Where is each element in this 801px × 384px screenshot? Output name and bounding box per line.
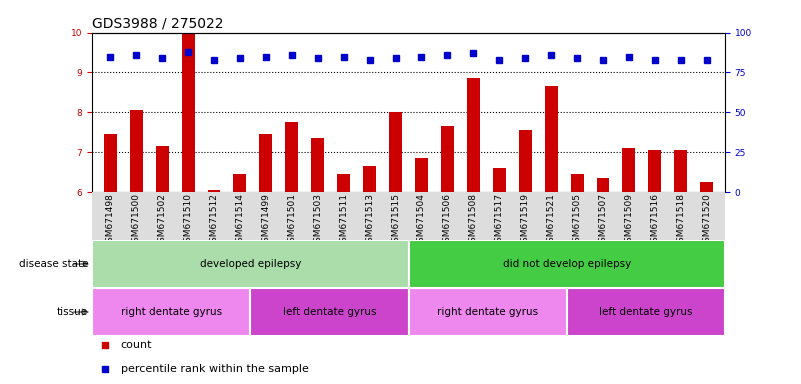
Bar	[545, 86, 557, 192]
Bar	[337, 174, 350, 192]
Text: GSM671503: GSM671503	[313, 194, 322, 248]
Text: GSM671514: GSM671514	[235, 194, 244, 248]
Bar	[92, 240, 409, 288]
Text: GSM671510: GSM671510	[183, 194, 192, 248]
Bar	[312, 138, 324, 192]
Text: GSM671521: GSM671521	[546, 194, 556, 248]
Bar	[250, 288, 409, 336]
Text: GSM671520: GSM671520	[702, 194, 711, 248]
Bar	[493, 168, 505, 192]
Bar	[182, 33, 195, 192]
Bar	[674, 150, 687, 192]
Text: GSM671502: GSM671502	[158, 194, 167, 248]
Text: GSM671519: GSM671519	[521, 194, 529, 248]
Text: GSM671516: GSM671516	[650, 194, 659, 248]
Bar	[648, 150, 662, 192]
Bar	[567, 288, 725, 336]
Text: GDS3988 / 275022: GDS3988 / 275022	[92, 16, 223, 30]
Text: GSM671498: GSM671498	[106, 194, 115, 248]
Text: GSM671505: GSM671505	[573, 194, 582, 248]
Text: tissue: tissue	[57, 307, 88, 317]
Bar	[409, 288, 567, 336]
Bar	[519, 130, 532, 192]
Text: GSM671504: GSM671504	[417, 194, 426, 248]
Bar	[155, 146, 169, 192]
Bar	[104, 134, 117, 192]
Bar	[409, 240, 725, 288]
Bar	[570, 174, 584, 192]
Bar	[130, 110, 143, 192]
Bar	[597, 178, 610, 192]
Text: GSM671499: GSM671499	[261, 194, 271, 248]
Text: left dentate gyrus: left dentate gyrus	[599, 307, 693, 317]
Bar	[415, 158, 428, 192]
Text: GSM671501: GSM671501	[288, 194, 296, 248]
Bar	[363, 166, 376, 192]
Text: GSM671511: GSM671511	[339, 194, 348, 248]
Text: right dentate gyrus: right dentate gyrus	[437, 307, 538, 317]
Text: disease state: disease state	[18, 259, 88, 269]
Text: developed epilepsy: developed epilepsy	[199, 259, 301, 269]
Text: GSM671512: GSM671512	[210, 194, 219, 248]
Bar	[260, 134, 272, 192]
Text: did not develop epilepsy: did not develop epilepsy	[502, 259, 631, 269]
Text: percentile rank within the sample: percentile rank within the sample	[121, 364, 308, 374]
Text: right dentate gyrus: right dentate gyrus	[121, 307, 222, 317]
Text: GSM671518: GSM671518	[676, 194, 686, 248]
Text: GSM671517: GSM671517	[495, 194, 504, 248]
Bar	[92, 288, 250, 336]
Text: count: count	[121, 340, 152, 350]
Text: GSM671507: GSM671507	[598, 194, 607, 248]
Text: GSM671509: GSM671509	[625, 194, 634, 248]
Bar	[285, 122, 298, 192]
Bar	[233, 174, 247, 192]
Bar	[389, 112, 402, 192]
Bar	[441, 126, 454, 192]
Bar	[700, 182, 713, 192]
Text: GSM671508: GSM671508	[469, 194, 478, 248]
Text: GSM671500: GSM671500	[131, 194, 141, 248]
Bar	[207, 190, 220, 192]
Text: GSM671506: GSM671506	[443, 194, 452, 248]
Text: left dentate gyrus: left dentate gyrus	[283, 307, 376, 317]
Text: GSM671513: GSM671513	[365, 194, 374, 248]
Bar	[622, 148, 635, 192]
Text: GSM671515: GSM671515	[391, 194, 400, 248]
Bar	[467, 78, 480, 192]
